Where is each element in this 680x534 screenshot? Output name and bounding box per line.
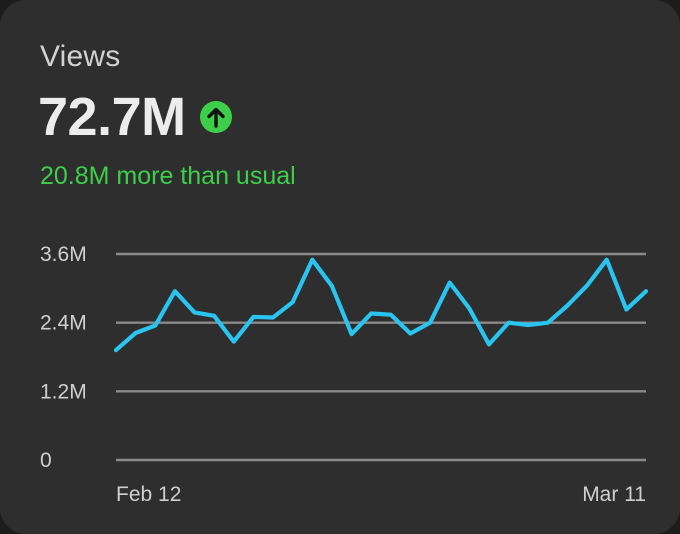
chart-y-axis: 0 1.2M 2.4M 3.6M <box>40 243 87 472</box>
y-tick-label: 2.4M <box>40 312 87 335</box>
comparison-text: 20.8M more than usual <box>40 162 296 190</box>
y-tick-label: 3.6M <box>40 243 87 266</box>
card-title: Views <box>40 40 121 73</box>
x-tick-label: Feb 12 <box>116 483 181 506</box>
x-tick-label: Mar 11 <box>582 483 646 506</box>
arrow-up-circle-icon <box>199 101 232 133</box>
views-total: 72.7M <box>38 87 186 147</box>
chart-x-axis: Feb 12 Mar 11 <box>116 483 646 506</box>
chart-gridlines <box>116 252 646 462</box>
y-tick-label: 1.2M <box>40 380 87 403</box>
views-series-line <box>113 257 649 353</box>
y-tick-label: 0 <box>40 449 52 472</box>
metric-row: 72.7M <box>38 86 232 148</box>
